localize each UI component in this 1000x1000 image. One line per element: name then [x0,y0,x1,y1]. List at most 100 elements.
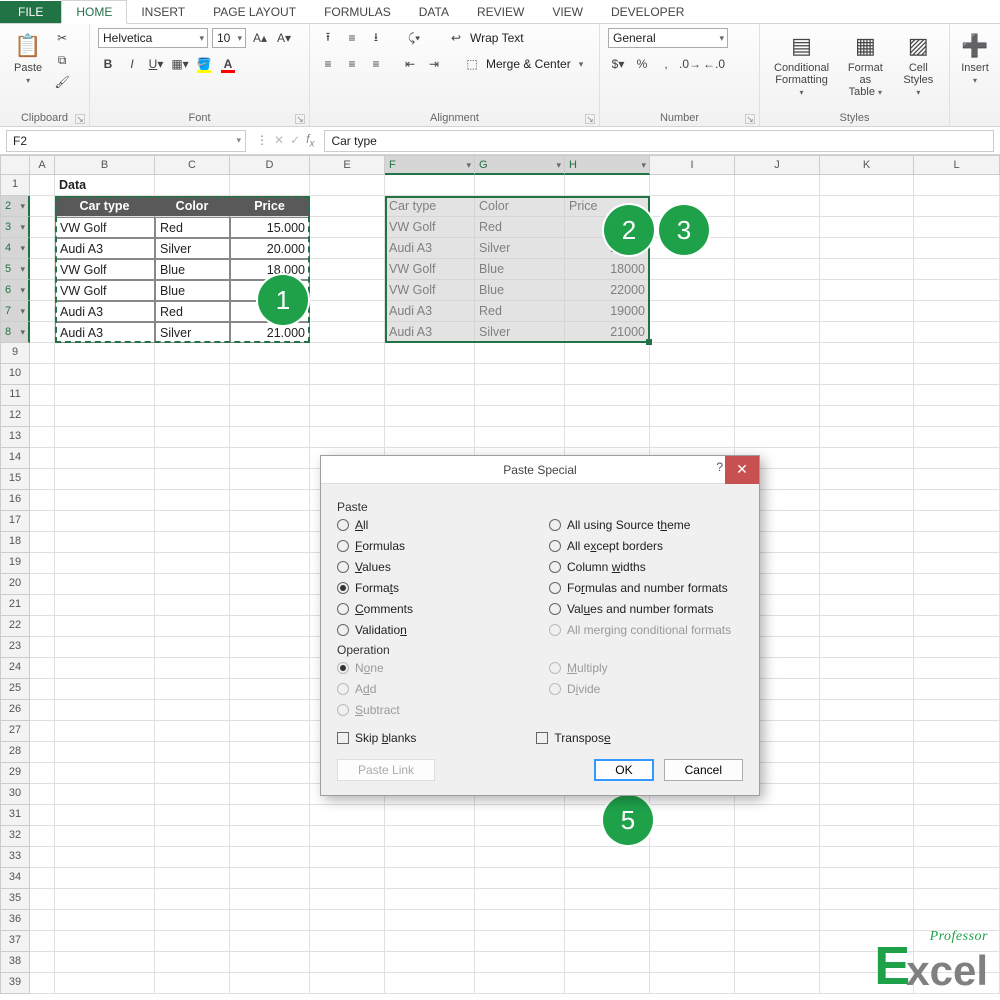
cell-A34[interactable] [30,868,55,889]
tab-insert[interactable]: INSERT [127,1,199,23]
cell-B38[interactable] [55,952,155,973]
cell-D25[interactable] [230,679,310,700]
cell-D22[interactable] [230,616,310,637]
row-header-30[interactable]: 30 [0,784,30,805]
cell-K8[interactable] [820,322,914,343]
copy-button[interactable]: ⧉ [52,50,72,70]
cell-I7[interactable] [650,301,735,322]
cell-K7[interactable] [820,301,914,322]
cell-K31[interactable] [820,805,914,826]
cell-B17[interactable] [55,511,155,532]
row-header-22[interactable]: 22 [0,616,30,637]
cell-D32[interactable] [230,826,310,847]
cell-C3[interactable]: Red [155,217,230,238]
row-header-1[interactable]: 1 [0,175,30,196]
cell-D14[interactable] [230,448,310,469]
cell-J31[interactable] [735,805,820,826]
cell-F1[interactable] [385,175,475,196]
cell-D4[interactable]: 20.000 [230,238,310,259]
cell-B12[interactable] [55,406,155,427]
cell-F34[interactable] [385,868,475,889]
cell-B6[interactable]: VW Golf [55,280,155,301]
cell-F39[interactable] [385,973,475,994]
row-header-32[interactable]: 32 [0,826,30,847]
cell-F31[interactable] [385,805,475,826]
cell-B11[interactable] [55,385,155,406]
cell-G1[interactable] [475,175,565,196]
cell-J10[interactable] [735,364,820,385]
cell-L32[interactable] [914,826,1000,847]
cell-F33[interactable] [385,847,475,868]
cell-A5[interactable] [30,259,55,280]
row-header-2[interactable]: 2 [0,196,30,217]
cell-F32[interactable] [385,826,475,847]
cell-B30[interactable] [55,784,155,805]
cell-L10[interactable] [914,364,1000,385]
cell-J7[interactable] [735,301,820,322]
cell-G10[interactable] [475,364,565,385]
cell-B31[interactable] [55,805,155,826]
cell-B29[interactable] [55,763,155,784]
cell-A10[interactable] [30,364,55,385]
cell-L11[interactable] [914,385,1000,406]
cell-A38[interactable] [30,952,55,973]
cell-E5[interactable] [310,259,385,280]
cell-K35[interactable] [820,889,914,910]
tab-file[interactable]: FILE [0,1,61,23]
cell-K26[interactable] [820,700,914,721]
cell-H9[interactable] [565,343,650,364]
cell-C35[interactable] [155,889,230,910]
cell-D18[interactable] [230,532,310,553]
cell-L17[interactable] [914,511,1000,532]
cell-L26[interactable] [914,700,1000,721]
cell-J34[interactable] [735,868,820,889]
cell-K22[interactable] [820,616,914,637]
cell-styles-button[interactable]: ▨Cell Styles ▾ [896,28,941,100]
cell-H39[interactable] [565,973,650,994]
cell-K34[interactable] [820,868,914,889]
cell-L28[interactable] [914,742,1000,763]
cell-L22[interactable] [914,616,1000,637]
cell-C12[interactable] [155,406,230,427]
cut-button[interactable]: ✂ [52,28,72,48]
cell-L14[interactable] [914,448,1000,469]
cell-I9[interactable] [650,343,735,364]
cell-L34[interactable] [914,868,1000,889]
cell-C5[interactable]: Blue [155,259,230,280]
cell-D2[interactable]: Price [230,196,310,217]
fill-color-button[interactable]: 🪣 [194,54,214,74]
dialog-help-icon[interactable]: ? [716,460,723,474]
cell-F13[interactable] [385,427,475,448]
row-header-27[interactable]: 27 [0,721,30,742]
cell-D9[interactable] [230,343,310,364]
radio-all[interactable]: All [337,518,531,532]
cell-B33[interactable] [55,847,155,868]
font-color-button[interactable]: A [218,54,238,74]
cell-A13[interactable] [30,427,55,448]
cell-A36[interactable] [30,910,55,931]
cell-I11[interactable] [650,385,735,406]
cell-H7[interactable]: 19000 [565,301,650,322]
cell-B21[interactable] [55,595,155,616]
cell-I36[interactable] [650,910,735,931]
align-left-icon[interactable]: ≡ [318,54,338,74]
cell-C27[interactable] [155,721,230,742]
cell-K13[interactable] [820,427,914,448]
cell-L27[interactable] [914,721,1000,742]
row-header-36[interactable]: 36 [0,910,30,931]
tab-review[interactable]: REVIEW [463,1,538,23]
cell-G12[interactable] [475,406,565,427]
cell-A35[interactable] [30,889,55,910]
cell-B15[interactable] [55,469,155,490]
align-center-icon[interactable]: ≡ [342,54,362,74]
cell-G33[interactable] [475,847,565,868]
col-header-J[interactable]: J [735,155,820,175]
cell-E13[interactable] [310,427,385,448]
cell-I38[interactable] [650,952,735,973]
cell-D28[interactable] [230,742,310,763]
cell-E34[interactable] [310,868,385,889]
col-header-A[interactable]: A [30,155,55,175]
cell-E32[interactable] [310,826,385,847]
cell-L1[interactable] [914,175,1000,196]
name-box[interactable]: F2 [6,130,246,152]
